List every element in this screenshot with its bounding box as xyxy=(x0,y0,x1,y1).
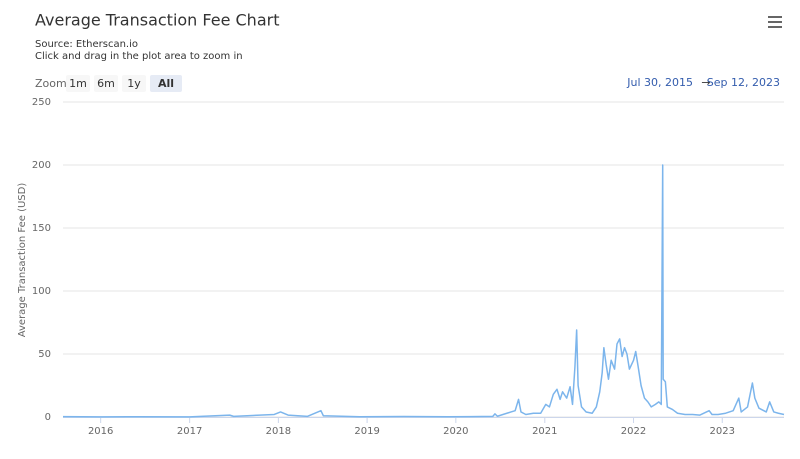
zoom-button[interactable] xyxy=(150,75,182,92)
zoom-button[interactable] xyxy=(94,75,118,92)
y-tick-label: 250 xyxy=(32,97,51,108)
x-tick-label: 2022 xyxy=(621,426,646,437)
y-tick-label: 150 xyxy=(32,223,51,234)
x-tick-label: 2020 xyxy=(443,426,468,437)
y-axis-label: Average Transaction Fee (USD) xyxy=(17,183,28,338)
zoom-button-label[interactable]: 6m xyxy=(97,77,115,90)
x-tick-label: 2019 xyxy=(354,426,379,437)
y-tick-label: 50 xyxy=(38,349,51,360)
zoom-button-label[interactable]: 1y xyxy=(127,77,141,90)
y-tick-label: 200 xyxy=(32,160,51,171)
range-to[interactable]: Sep 12, 2023 xyxy=(707,76,780,89)
chart-title: Average Transaction Fee Chart xyxy=(35,11,279,30)
range-from[interactable]: Jul 30, 2015 xyxy=(626,76,693,89)
range-separator: → xyxy=(701,76,710,89)
x-tick-label: 2023 xyxy=(710,426,735,437)
zoom-button[interactable] xyxy=(66,75,90,92)
zoom-button-label[interactable]: 1m xyxy=(69,77,87,90)
y-tick-label: 100 xyxy=(32,286,51,297)
zoom-label: Zoom xyxy=(35,77,67,90)
subtitle: Source: Etherscan.io xyxy=(35,39,138,50)
zoom-buttons: 1m 6m 1y All xyxy=(66,75,182,92)
zoom-button-label[interactable]: All xyxy=(158,77,174,90)
data-line xyxy=(62,164,785,418)
x-tick-label: 2017 xyxy=(177,426,202,437)
y-tick-label: 0 xyxy=(45,412,51,423)
x-tick-label: 2021 xyxy=(532,426,557,437)
zoom-button[interactable] xyxy=(122,75,146,92)
subtitle: Click and drag in the plot area to zoom … xyxy=(35,51,243,62)
menu-button[interactable] xyxy=(766,15,782,29)
x-tick-label: 2018 xyxy=(266,426,291,437)
x-tick-label: 2016 xyxy=(88,426,113,437)
